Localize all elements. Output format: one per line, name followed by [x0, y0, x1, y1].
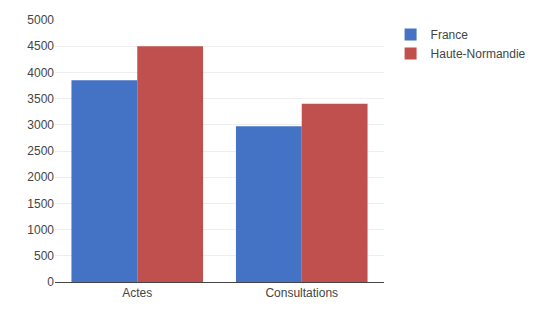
- svg-text:Consultations: Consultations: [265, 286, 338, 300]
- svg-text:1500: 1500: [27, 197, 54, 211]
- svg-text:4500: 4500: [27, 39, 54, 53]
- svg-text:Actes: Actes: [122, 286, 152, 300]
- svg-text:5000: 5000: [27, 13, 54, 27]
- svg-text:1000: 1000: [27, 223, 54, 237]
- svg-text:France: France: [431, 28, 469, 42]
- svg-text:3000: 3000: [27, 118, 54, 132]
- svg-text:4000: 4000: [27, 66, 54, 80]
- svg-text:2000: 2000: [27, 170, 54, 184]
- svg-text:Haute-Normandie: Haute-Normandie: [431, 47, 526, 61]
- svg-text:500: 500: [34, 249, 54, 263]
- svg-text:3500: 3500: [27, 92, 54, 106]
- svg-text:0: 0: [47, 275, 54, 289]
- svg-text:2500: 2500: [27, 144, 54, 158]
